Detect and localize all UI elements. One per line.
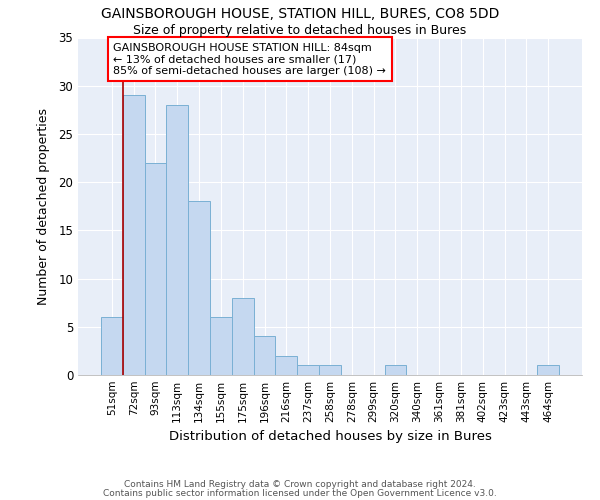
Bar	[254, 336, 275, 375]
Y-axis label: Number of detached properties: Number of detached properties	[37, 108, 50, 304]
Text: Contains HM Land Registry data © Crown copyright and database right 2024.: Contains HM Land Registry data © Crown c…	[124, 480, 476, 489]
Bar	[210, 317, 232, 375]
Bar	[101, 317, 123, 375]
Text: GAINSBOROUGH HOUSE STATION HILL: 84sqm
← 13% of detached houses are smaller (17): GAINSBOROUGH HOUSE STATION HILL: 84sqm ←…	[113, 42, 386, 76]
Bar	[166, 105, 188, 375]
Bar	[232, 298, 254, 375]
Bar	[188, 202, 210, 375]
Bar	[537, 366, 559, 375]
Bar	[275, 356, 297, 375]
Bar	[123, 96, 145, 375]
Bar	[145, 163, 166, 375]
Bar	[385, 366, 406, 375]
Text: Size of property relative to detached houses in Bures: Size of property relative to detached ho…	[133, 24, 467, 37]
Text: Contains public sector information licensed under the Open Government Licence v3: Contains public sector information licen…	[103, 488, 497, 498]
X-axis label: Distribution of detached houses by size in Bures: Distribution of detached houses by size …	[169, 430, 491, 444]
Text: GAINSBOROUGH HOUSE, STATION HILL, BURES, CO8 5DD: GAINSBOROUGH HOUSE, STATION HILL, BURES,…	[101, 8, 499, 22]
Bar	[319, 366, 341, 375]
Bar	[297, 366, 319, 375]
